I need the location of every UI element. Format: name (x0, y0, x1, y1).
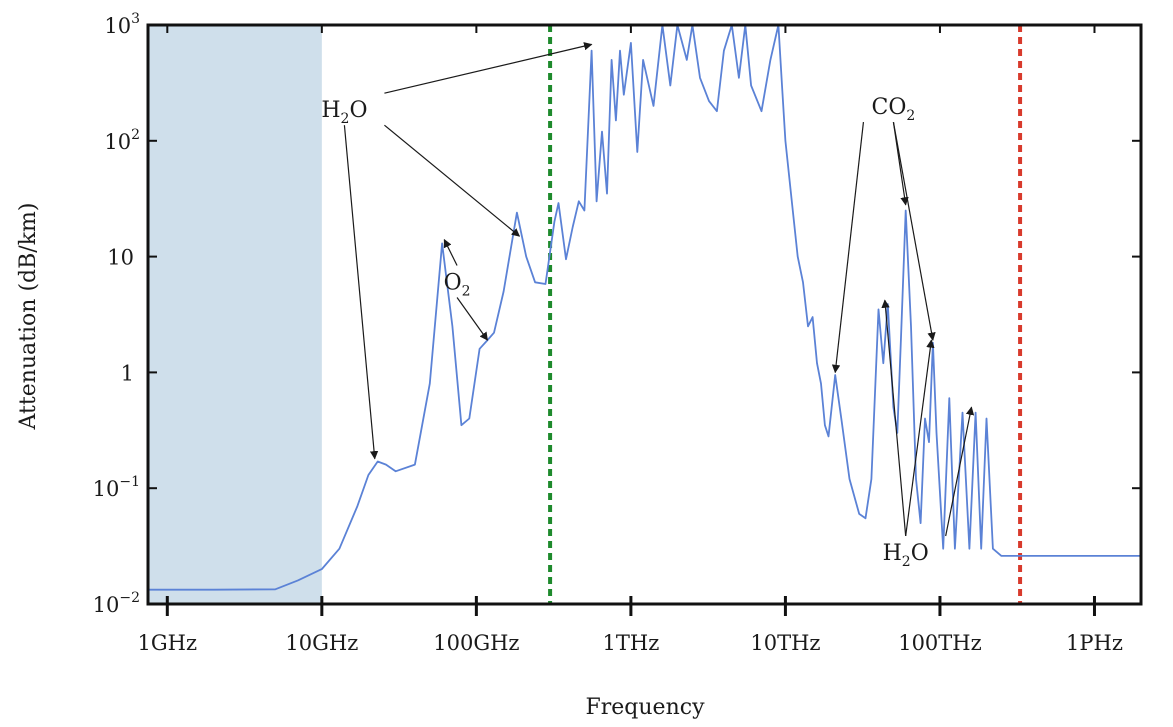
series-layer (148, 24, 1141, 591)
y-tick-label-4: 102 (104, 127, 140, 154)
y-tick-label-1: 10−1 (93, 474, 140, 501)
x-tick-label-3: 1THz (603, 631, 660, 655)
annotation-label-1: O2 (444, 270, 471, 299)
shaded-region-layer (148, 25, 322, 604)
annotation-arrow-1-1 (456, 297, 488, 341)
y-tick-label-3: 10 (107, 246, 134, 270)
vertical-lines-layer (548, 25, 1023, 604)
x-tick-label-5: 100THz (898, 631, 981, 655)
plot-frame (146, 23, 1143, 606)
annotation-arrow-3-0 (881, 299, 907, 537)
annotation-label-3: H2O (883, 541, 929, 570)
y-axis-label: Attenuation (dB/km) (16, 203, 41, 431)
annotation-label-0: H2O (321, 98, 367, 127)
annotation-arrow-2-2 (892, 122, 936, 341)
annotation-arrow-1-0 (443, 238, 458, 266)
annotation-arrow-0-0 (343, 125, 379, 460)
annotation-label-2: CO2 (872, 95, 916, 124)
annotation-arrow-0-2 (384, 42, 593, 94)
shaded-band (148, 25, 322, 604)
annotations-layer: H2O O2 CO2 H2O (321, 42, 975, 570)
x-tick-label-6: 1PHz (1066, 631, 1123, 655)
x-tick-label-0: 1GHz (138, 631, 198, 655)
annotation-arrow-3-2 (945, 406, 975, 537)
x-axis-label: Frequency (586, 695, 706, 720)
y-tick-label-0: 10−2 (93, 590, 140, 617)
y-tick-label-5: 103 (104, 11, 140, 38)
annotation-arrow-3-1 (905, 339, 935, 537)
x-tick-label-2: 100GHz (433, 631, 519, 655)
series-line-0 (148, 24, 1141, 591)
x-tick-label-4: 10THz (750, 631, 820, 655)
annotation-arrow-0-1 (384, 124, 521, 237)
axes-layer: 1GHz 10GHz 100GHz 1THz 10THz 100THz 1PHz 10−2 10… (93, 11, 1143, 655)
y-tick-label-2: 1 (121, 361, 134, 385)
annotation-arrow-2-0 (831, 122, 865, 374)
x-tick-label-1: 10GHz (285, 631, 358, 655)
